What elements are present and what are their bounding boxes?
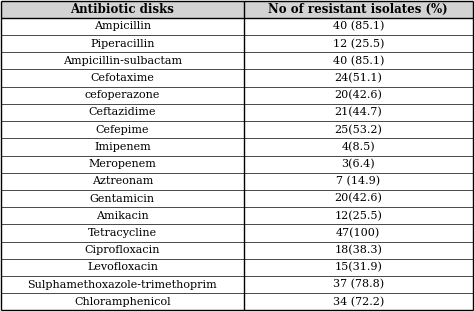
Text: 12(25.5): 12(25.5) [334,211,382,221]
Text: cefoperazone: cefoperazone [85,90,160,100]
Text: Ceftazidime: Ceftazidime [89,108,156,118]
Text: Imipenem: Imipenem [94,142,151,152]
Text: Aztreonam: Aztreonam [92,176,153,186]
Text: 21(44.7): 21(44.7) [334,107,382,118]
Text: 18(38.3): 18(38.3) [334,245,382,255]
Text: Meropenem: Meropenem [89,159,156,169]
Text: 20(42.6): 20(42.6) [334,90,382,100]
Text: Gentamicin: Gentamicin [90,193,155,203]
Bar [1,1,473,18]
Text: 12 (25.5): 12 (25.5) [333,39,384,49]
Text: Cefepime: Cefepime [96,125,149,135]
Text: 7 (14.9): 7 (14.9) [336,176,380,187]
Text: Levofloxacin: Levofloxacin [87,262,158,272]
Text: Ampicillin-sulbactam: Ampicillin-sulbactam [63,56,182,66]
Text: 37 (78.8): 37 (78.8) [333,279,384,290]
Text: 20(42.6): 20(42.6) [334,193,382,204]
Text: 34 (72.2): 34 (72.2) [333,297,384,307]
Text: 40 (85.1): 40 (85.1) [333,21,384,32]
Text: 47(100): 47(100) [336,228,380,238]
Text: Ciprofloxacin: Ciprofloxacin [85,245,160,255]
Text: 15(31.9): 15(31.9) [334,262,382,272]
Text: Ampicillin: Ampicillin [94,21,151,31]
Text: 3(6.4): 3(6.4) [341,159,375,169]
Text: Chloramphenicol: Chloramphenicol [74,297,171,307]
Text: Cefotaxime: Cefotaxime [91,73,155,83]
Text: 25(53.2): 25(53.2) [334,124,382,135]
Text: Piperacillin: Piperacillin [90,39,155,49]
Text: Amikacin: Amikacin [96,211,149,221]
Text: 40 (85.1): 40 (85.1) [333,56,384,66]
Text: Sulphamethoxazole-trimethoprim: Sulphamethoxazole-trimethoprim [27,280,217,290]
Text: Antibiotic disks: Antibiotic disks [71,3,174,16]
Text: 4(8.5): 4(8.5) [341,142,375,152]
Text: Tetracycline: Tetracycline [88,228,157,238]
Text: No of resistant isolates (%): No of resistant isolates (%) [268,3,448,16]
Text: 24(51.1): 24(51.1) [334,73,382,83]
